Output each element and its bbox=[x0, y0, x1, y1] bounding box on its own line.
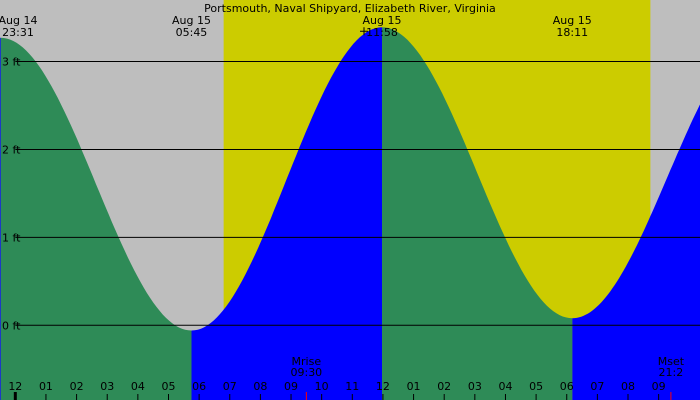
height-gridlines bbox=[15, 61, 700, 326]
hour-tick-label: 02 bbox=[437, 380, 451, 393]
hour-tick-label: 02 bbox=[70, 380, 84, 393]
hour-tick-label: 04 bbox=[498, 380, 512, 393]
moon-event-label: Mset bbox=[658, 355, 685, 368]
tide-area bbox=[0, 27, 700, 400]
hour-tick-label: 05 bbox=[529, 380, 543, 393]
extreme-time-label: 05:45 bbox=[176, 26, 208, 39]
extreme-time-label: 11:58 bbox=[366, 26, 398, 39]
hour-tick-label: 10 bbox=[315, 380, 329, 393]
rising-tide-segment bbox=[572, 104, 700, 400]
hour-tick-label: 09 bbox=[652, 380, 666, 393]
hour-tick-label: 12 bbox=[376, 380, 390, 393]
hour-tick-label: 08 bbox=[621, 380, 635, 393]
hour-tick-label: 05 bbox=[161, 380, 175, 393]
hour-axis: 1112010203040506070809101112010203040506… bbox=[8, 380, 666, 400]
extreme-time-label: 23:31 bbox=[2, 26, 34, 39]
y-tick-label: 2 ft bbox=[2, 143, 21, 156]
y-tick-label: 0 ft bbox=[2, 319, 21, 332]
moon-event-time: 09:30 bbox=[290, 366, 322, 379]
extreme-date-label: Aug 15 bbox=[172, 14, 211, 27]
y-axis-labels: 0 ft 1 ft 2 ft 3 ft bbox=[2, 56, 21, 333]
hour-tick-label: 07 bbox=[590, 380, 604, 393]
hour-tick-label: 01 bbox=[39, 380, 53, 393]
hour-tick-label: 09 bbox=[284, 380, 298, 393]
extreme-date-label: Aug 15 bbox=[363, 14, 402, 27]
hour-tick-label: 03 bbox=[468, 380, 482, 393]
falling-tide-segment bbox=[382, 27, 573, 400]
hour-tick-label: 06 bbox=[560, 380, 574, 393]
y-tick-label: 3 ft bbox=[2, 56, 21, 69]
hour-tick-label: 06 bbox=[192, 380, 206, 393]
hour-tick-label: 08 bbox=[253, 380, 267, 393]
hour-tick-label: 12 bbox=[8, 380, 22, 393]
y-tick-label: 1 ft bbox=[2, 231, 21, 244]
hour-tick-label: 03 bbox=[100, 380, 114, 393]
moon-event-label: Mrise bbox=[292, 355, 322, 368]
rising-tide-segment bbox=[0, 37, 1, 400]
hour-tick-label: 07 bbox=[223, 380, 237, 393]
hour-tick-label: 01 bbox=[407, 380, 421, 393]
midnight-marker bbox=[13, 392, 17, 400]
falling-tide-segment bbox=[0, 37, 192, 400]
extreme-time-label: 18:11 bbox=[556, 26, 588, 39]
rising-tide-segment bbox=[191, 27, 382, 400]
extreme-date-label: Aug 15 bbox=[553, 14, 592, 27]
hour-tick-label: 11 bbox=[345, 380, 359, 393]
extreme-date-label: Aug 14 bbox=[0, 14, 37, 27]
hour-tick-label: 04 bbox=[131, 380, 145, 393]
chart-title: Portsmouth, Naval Shipyard, Elizabeth Ri… bbox=[204, 2, 496, 15]
moon-event-time: 21:2 bbox=[659, 366, 684, 379]
